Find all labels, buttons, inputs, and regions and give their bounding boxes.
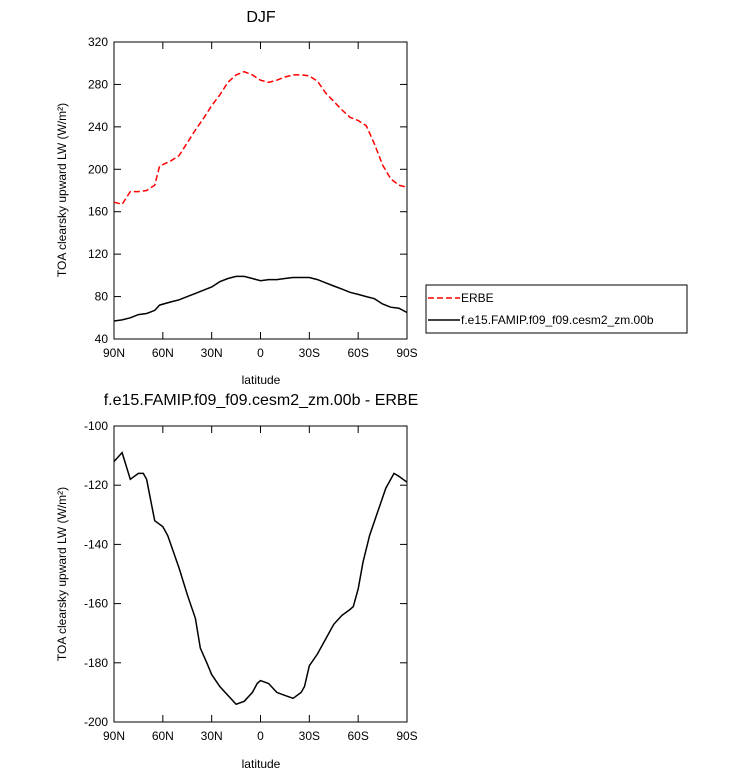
plot-frame (113, 41, 408, 340)
y-tick-label: 320 (88, 35, 108, 49)
y-tick-label: 160 (88, 205, 108, 219)
data-line (113, 70, 408, 206)
x-tick-label: 60N (152, 729, 174, 743)
y-tick-label: -100 (84, 419, 108, 433)
x-tick-label: 60S (347, 729, 368, 743)
legend-box (425, 284, 688, 334)
x-tick-label: 30N (201, 346, 223, 360)
legend-label: f.e15.FAMIP.f09_f09.cesm2_zm.00b (461, 313, 654, 327)
x-tick-label: 0 (257, 729, 264, 743)
y-tick-label: -160 (84, 597, 108, 611)
y-tick-label: 200 (88, 162, 108, 176)
x-tick-label: 0 (257, 346, 264, 360)
plot-frame (113, 425, 408, 723)
x-axis-label: latitude (242, 373, 281, 387)
y-tick-label: 40 (95, 332, 109, 346)
y-axis-label: TOA clearsky upward LW (W/m²) (55, 487, 69, 661)
y-tick-label: -120 (84, 478, 108, 492)
legend-label: ERBE (461, 291, 494, 305)
y-tick-label: -200 (84, 715, 108, 729)
x-tick-label: 90S (396, 729, 417, 743)
y-tick-label: -140 (84, 537, 108, 551)
x-tick-label: 30N (201, 729, 223, 743)
chart-title: f.e15.FAMIP.f09_f09.cesm2_zm.00b - ERBE (104, 392, 419, 409)
y-tick-label: 240 (88, 120, 108, 134)
x-tick-label: 30S (299, 729, 320, 743)
x-tick-label: 60N (152, 346, 174, 360)
y-tick-label: 80 (95, 290, 109, 304)
y-tick-label: -180 (84, 656, 108, 670)
data-line (113, 275, 408, 322)
x-tick-label: 30S (299, 346, 320, 360)
chart-title: DJF (246, 9, 276, 26)
x-tick-label: 90N (103, 729, 125, 743)
x-axis-label: latitude (242, 757, 281, 771)
x-tick-label: 90N (103, 346, 125, 360)
x-tick-label: 90S (396, 346, 417, 360)
y-axis-label: TOA clearsky upward LW (W/m²) (55, 103, 69, 277)
y-tick-label: 280 (88, 77, 108, 91)
y-tick-label: 120 (88, 247, 108, 261)
data-line (113, 451, 408, 706)
x-tick-label: 60S (347, 346, 368, 360)
